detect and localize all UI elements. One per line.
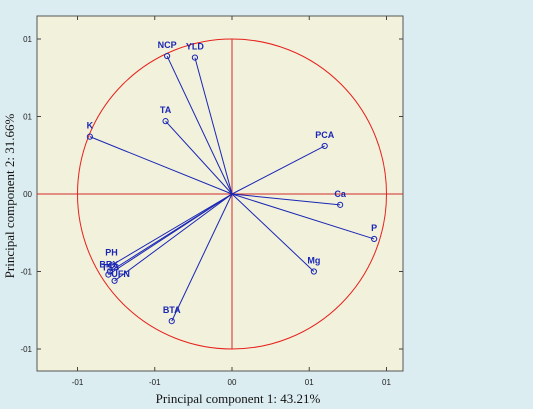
point-label-p: P — [371, 223, 377, 233]
loading-vectors — [86, 52, 378, 325]
point-label-ta: TA — [160, 105, 172, 115]
loading-vector-k — [89, 136, 233, 195]
point-label-ufn: UFN — [111, 269, 130, 279]
loading-vector-p — [231, 193, 375, 240]
x-tick-label: 01 — [305, 378, 314, 387]
point-ca — [337, 201, 344, 208]
point-p — [371, 235, 378, 243]
y-tick-label: 00 — [23, 190, 32, 199]
point-ncp — [164, 52, 171, 60]
loading-vector-ufn — [114, 193, 233, 282]
y-tick-label: 01 — [23, 113, 32, 122]
y-axis-title: Principal component 2: 31.66% — [2, 114, 17, 279]
point-label-ph: PH — [105, 247, 118, 257]
x-tick-label: 00 — [228, 378, 237, 387]
x-tick-label: -01 — [72, 378, 84, 387]
point-label-bta: BTA — [163, 305, 181, 315]
axis-ticks — [37, 16, 403, 371]
point-yld — [191, 54, 199, 61]
point-label-ncp: NCP — [158, 40, 177, 50]
x-tick-label: 01 — [382, 378, 391, 387]
loading-vector-yld — [194, 57, 233, 195]
tick-labels: -01 -01 00 01 01 01 01 00 -01 -01 — [20, 35, 391, 387]
x-tick-label: -01 — [149, 378, 161, 387]
point-pca — [321, 142, 328, 150]
point-mg — [310, 268, 317, 275]
point-ph — [108, 262, 115, 269]
point-label-yld: YLD — [186, 42, 205, 52]
loading-vector-bta — [171, 193, 233, 322]
loading-vector-ph — [111, 193, 233, 266]
loading-vector-ta — [165, 120, 233, 195]
point-ufn — [111, 277, 118, 284]
point-label-mg: Mg — [307, 256, 320, 266]
loading-vector-ca — [231, 193, 341, 206]
point-label-pca: PCA — [315, 130, 335, 140]
point-label-tss: TSS — [102, 263, 120, 273]
loading-vector-mg — [231, 193, 315, 272]
point-tss — [105, 271, 112, 278]
loading-vector-pca — [231, 145, 325, 195]
y-tick-label: -01 — [20, 345, 32, 354]
point-label-brx: BRX — [99, 260, 118, 270]
loading-vector-tss — [108, 193, 233, 276]
point-label-ca: Ca — [334, 189, 346, 199]
loading-vector-ncp — [166, 55, 233, 195]
y-tick-label: 01 — [23, 35, 32, 44]
point-label-k: K — [87, 121, 94, 131]
point-ta — [162, 118, 169, 125]
y-tick-label: -01 — [20, 268, 32, 277]
point-k — [86, 133, 93, 140]
point-bta — [168, 318, 175, 325]
x-axis-title: Principal component 1: 43.21% — [156, 391, 321, 406]
